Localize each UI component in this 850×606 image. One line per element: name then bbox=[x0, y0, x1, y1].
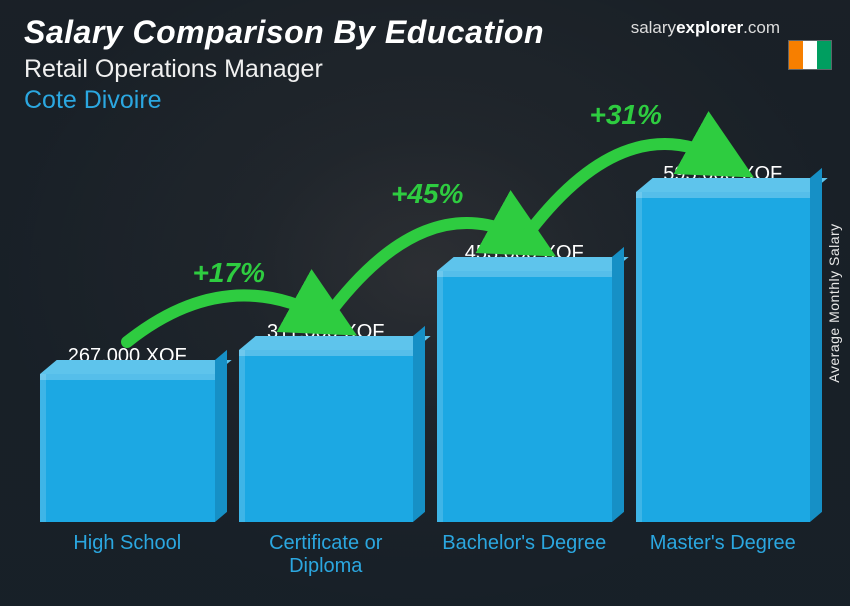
chart-column: 595,000 XOFMaster's Degree bbox=[636, 163, 811, 580]
category-label: Certificate or Diploma bbox=[239, 532, 414, 580]
category-label: Master's Degree bbox=[650, 532, 796, 580]
flag-stripe-1 bbox=[789, 41, 803, 69]
flag-stripe-2 bbox=[803, 41, 817, 69]
bar bbox=[636, 192, 811, 522]
y-axis-label: Average Monthly Salary bbox=[826, 223, 842, 382]
brand-part2: explorer bbox=[676, 18, 743, 37]
bar bbox=[437, 271, 612, 522]
increase-pct: +45% bbox=[391, 178, 463, 210]
chart-column: 311,000 XOFCertificate or Diploma bbox=[239, 321, 414, 580]
increase-pct: +17% bbox=[193, 257, 265, 289]
chart-column: 267,000 XOFHigh School bbox=[40, 345, 215, 580]
brand-part1: salary bbox=[631, 18, 676, 37]
country-flag-icon bbox=[788, 40, 832, 70]
country-name: Cote Divoire bbox=[24, 86, 850, 115]
increase-pct: +31% bbox=[590, 99, 662, 131]
bar bbox=[40, 374, 215, 522]
job-title: Retail Operations Manager bbox=[24, 55, 850, 84]
flag-stripe-3 bbox=[817, 41, 831, 69]
chart-column: 453,000 XOFBachelor's Degree bbox=[437, 242, 612, 580]
bar bbox=[239, 350, 414, 522]
category-label: Bachelor's Degree bbox=[442, 532, 606, 580]
category-label: High School bbox=[73, 532, 181, 580]
brand-watermark: salaryexplorer.com bbox=[631, 18, 780, 38]
brand-suffix: .com bbox=[743, 18, 780, 37]
